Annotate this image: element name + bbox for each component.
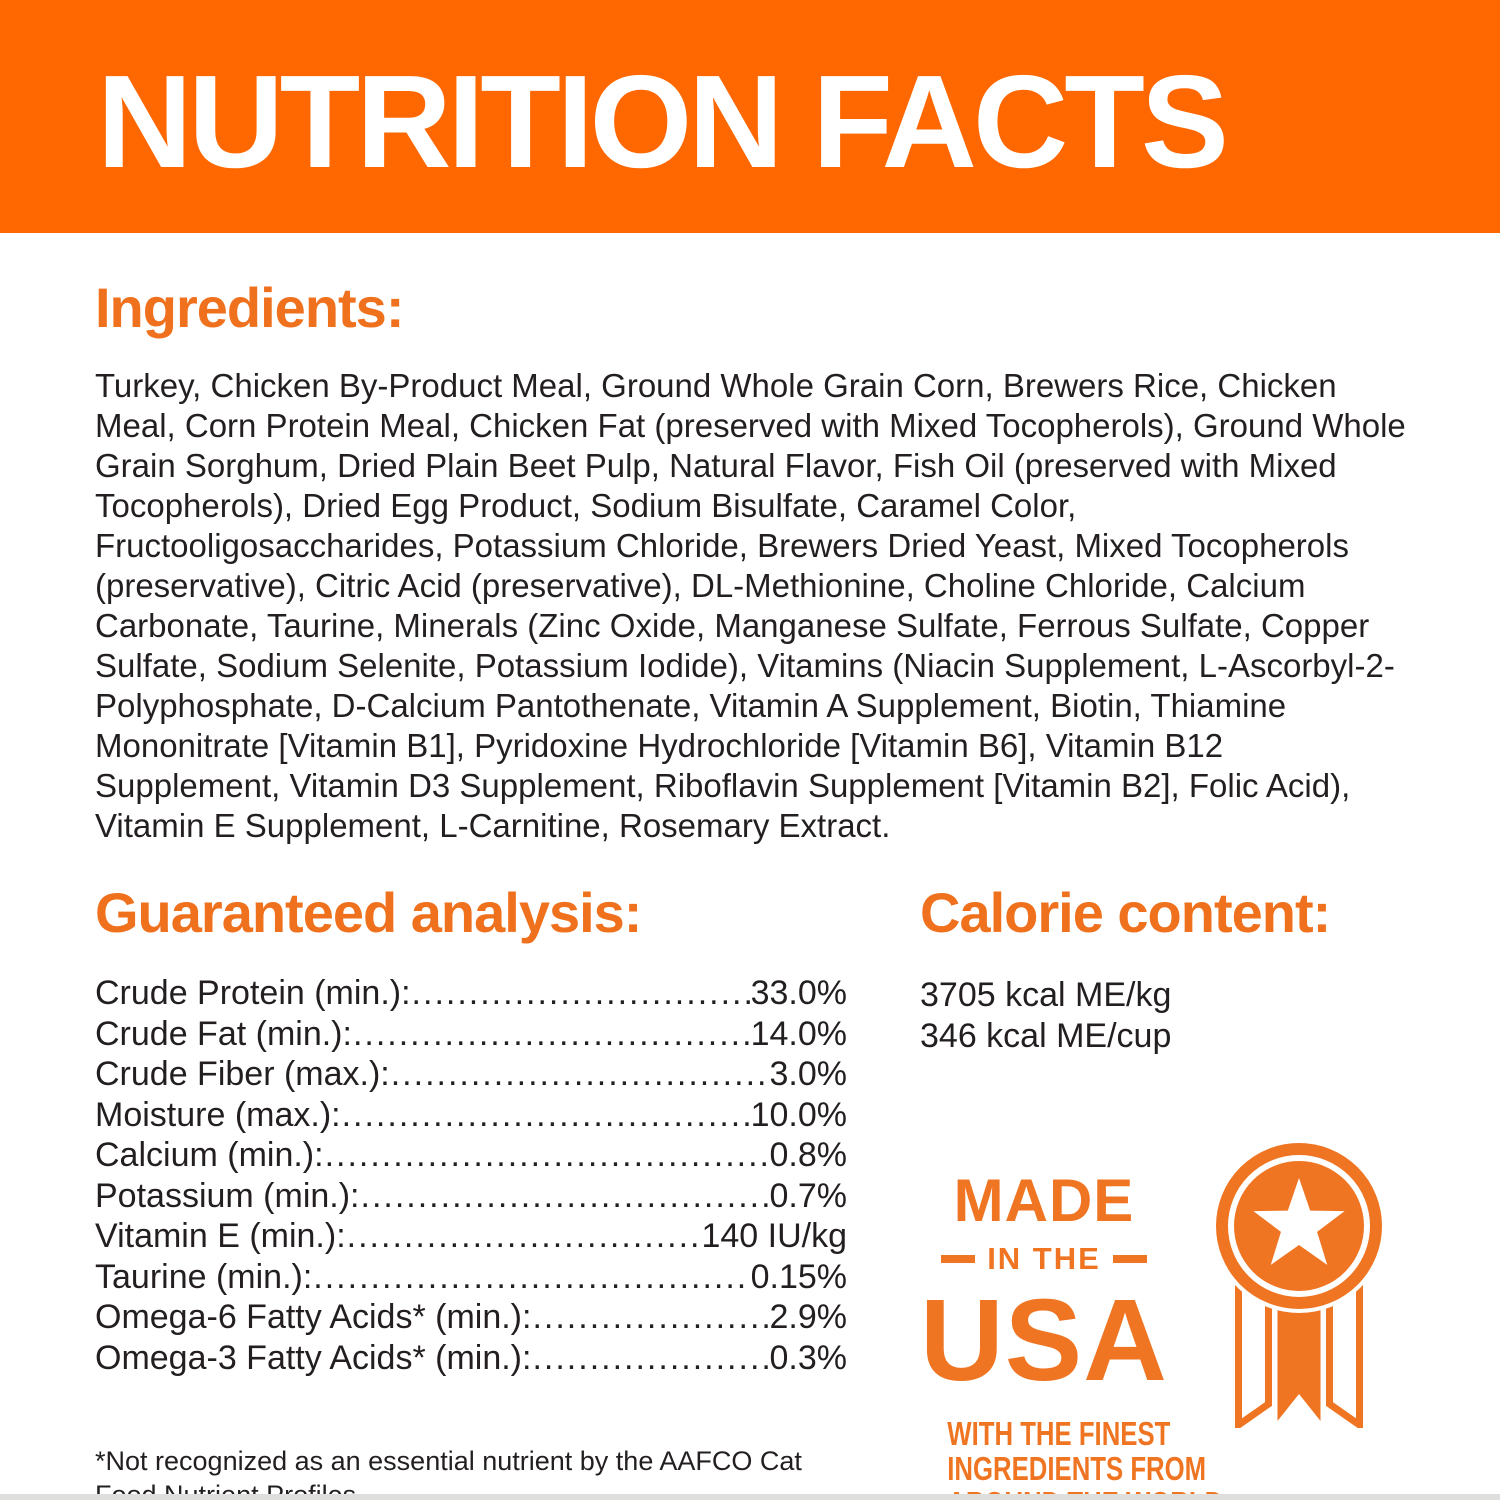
guaranteed-analysis-column: Guaranteed analysis: Crude Protein (min.… <box>95 880 847 1500</box>
nutrient-label: Omega-6 Fatty Acids* (min.): <box>95 1298 532 1336</box>
dot-leader: ........................................… <box>341 1095 751 1134</box>
dot-leader: ........................................… <box>390 1055 770 1093</box>
dot-leader: ........................................… <box>313 1257 750 1296</box>
usa-label: USA <box>920 1275 1168 1405</box>
in-the-label: IN THE <box>987 1241 1101 1276</box>
dot-leader: ........................................… <box>346 1217 702 1255</box>
usa-ribbon-star-badge-icon <box>1212 1139 1386 1428</box>
in-the-row: IN THE <box>920 1243 1168 1274</box>
dash-right-decoration <box>1112 1254 1147 1263</box>
nutrient-label: Moisture (max.): <box>95 1095 341 1134</box>
tagline-line-1: WITH THE FINEST <box>947 1415 1171 1452</box>
nutrient-label: Omega-3 Fatty Acids* (min.): <box>95 1338 532 1377</box>
guaranteed-analysis-row: Vitamin E (min.): ......................… <box>95 1216 847 1257</box>
nutrient-label: Crude Fat (min.): <box>95 1014 352 1053</box>
page-title: NUTRITION FACTS <box>97 48 1229 195</box>
nutrient-label: Vitamin E (min.): <box>95 1217 346 1255</box>
guaranteed-analysis-row: Crude Fiber (max.): ....................… <box>95 1054 847 1095</box>
calorie-lines: 3705 kcal ME/kg 346 kcal ME/cup <box>920 975 1408 1057</box>
nutrient-label: Calcium (min.): <box>95 1136 324 1174</box>
guaranteed-analysis-row: Potassium (min.): ......................… <box>95 1176 847 1217</box>
nutrient-label: Taurine (min.): <box>95 1257 313 1296</box>
nutrient-label: Potassium (min.): <box>95 1176 360 1215</box>
calorie-line-kg: 3705 kcal ME/kg <box>920 976 1172 1014</box>
guaranteed-analysis-row: Omega-3 Fatty Acids* (min.): ...........… <box>95 1338 847 1379</box>
guaranteed-analysis-list: Crude Protein (min.): ..................… <box>95 973 847 1378</box>
guaranteed-analysis-row: Calcium (min.): ........................… <box>95 1135 847 1176</box>
ingredients-heading: Ingredients: <box>95 276 404 339</box>
bottom-edge-strip <box>0 1494 1500 1500</box>
guaranteed-analysis-row: Crude Protein (min.): ..................… <box>95 973 847 1014</box>
made-in-usa-text: MADE IN THE USA WITH THE FINEST INGREDIE… <box>920 1167 1223 1500</box>
nutrient-value: 14.0% <box>750 1014 847 1053</box>
tagline-line-2: INGREDIENTS FROM <box>947 1450 1207 1487</box>
nutrient-value: 0.3% <box>769 1338 848 1377</box>
dot-leader: ........................................… <box>324 1136 770 1174</box>
nutrient-value: 0.8% <box>769 1136 848 1174</box>
nutrient-label: Crude Fiber (max.): <box>95 1055 390 1093</box>
nutrient-value: 140 IU/kg <box>701 1217 847 1255</box>
dash-left-decoration <box>941 1254 976 1263</box>
nutrient-value: 3.0% <box>769 1055 848 1093</box>
guaranteed-analysis-heading: Guaranteed analysis: <box>95 881 642 944</box>
aafco-footnote: *Not recognized as an essential nutrient… <box>95 1446 802 1500</box>
nutrient-value: 33.0% <box>750 974 847 1012</box>
calorie-content-column: Calorie content: 3705 kcal ME/kg 346 kca… <box>920 880 1408 1500</box>
calorie-content-heading: Calorie content: <box>920 881 1331 944</box>
made-in-usa-block: MADE IN THE USA WITH THE FINEST INGREDIE… <box>920 1139 1408 1500</box>
calorie-line-cup: 346 kcal ME/cup <box>920 1017 1172 1055</box>
usa-tagline: WITH THE FINEST INGREDIENTS FROM AROUND … <box>920 1415 1223 1500</box>
nutrient-label: Crude Protein (min.): <box>95 974 411 1012</box>
nutrient-value: 0.15% <box>750 1257 847 1296</box>
guaranteed-analysis-row: Moisture (max.): .......................… <box>95 1095 847 1136</box>
label-content: Ingredients: Turkey, Chicken By-Product … <box>0 275 1500 1500</box>
dot-leader: ........................................… <box>411 974 751 1012</box>
guaranteed-analysis-row: Taurine (min.): ........................… <box>95 1257 847 1298</box>
nutrient-value: 10.0% <box>750 1095 847 1134</box>
made-label: MADE <box>953 1167 1135 1234</box>
dot-leader: ........................................… <box>352 1014 751 1053</box>
guaranteed-analysis-row: Omega-6 Fatty Acids* (min.): ...........… <box>95 1297 847 1338</box>
header-banner: NUTRITION FACTS <box>0 0 1500 233</box>
guaranteed-analysis-row: Crude Fat (min.): ......................… <box>95 1014 847 1055</box>
dot-leader: ........................................… <box>532 1338 769 1377</box>
dot-leader: ........................................… <box>360 1176 770 1215</box>
ingredients-paragraph: Turkey, Chicken By-Product Meal, Ground … <box>95 367 1406 844</box>
nutrient-value: 2.9% <box>769 1298 848 1336</box>
nutrient-value: 0.7% <box>769 1176 848 1215</box>
analysis-calorie-section: Guaranteed analysis: Crude Protein (min.… <box>95 880 1408 1500</box>
dot-leader: ........................................… <box>532 1298 769 1336</box>
